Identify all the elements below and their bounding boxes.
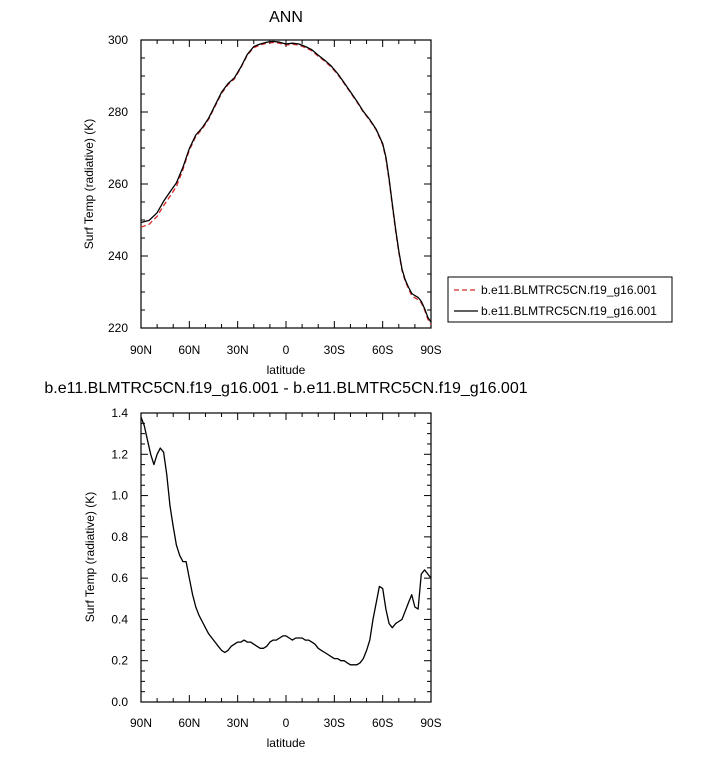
legend-label-series-2: b.e11.BLMTRC5CN.f19_g16.001 xyxy=(481,304,657,318)
top-panel-x-label: latitude xyxy=(267,363,306,377)
plot-frame xyxy=(140,412,432,703)
y-tick-label: 1.0 xyxy=(111,489,128,503)
x-tick-label: 0 xyxy=(283,716,290,730)
bottom-panel: b.e11.BLMTRC5CN.f19_g16.001 - b.e11.BLMT… xyxy=(44,380,527,750)
y-tick-label: 240 xyxy=(108,249,128,263)
top-panel-title: ANN xyxy=(269,9,303,26)
bottom-panel-y-label: Surf Temp (radiative) (K) xyxy=(83,492,97,622)
top-panel-y-label: Surf Temp (radiative) (K) xyxy=(82,119,96,249)
x-tick-label: 30N xyxy=(227,343,249,357)
y-tick-label: 220 xyxy=(108,321,128,335)
y-tick-label: 260 xyxy=(108,177,128,191)
x-tick-label: 90N xyxy=(130,716,152,730)
series-line-1 xyxy=(140,416,432,666)
x-tick-label: 30N xyxy=(227,716,249,730)
y-tick-label: 0.4 xyxy=(111,612,128,626)
x-tick-label: 60N xyxy=(178,343,200,357)
y-tick-label: 1.2 xyxy=(111,447,128,461)
x-tick-label: 90S xyxy=(420,343,441,357)
y-tick-label: 0.8 xyxy=(111,530,128,544)
y-tick-label: 0.2 xyxy=(111,654,128,668)
bottom-panel-x-label: latitude xyxy=(267,736,306,750)
series-line-1 xyxy=(140,41,432,325)
x-tick-label: 60N xyxy=(178,716,200,730)
y-tick-label: 0.0 xyxy=(111,695,128,709)
x-tick-label: 30S xyxy=(324,716,345,730)
y-tick-label: 280 xyxy=(108,105,128,119)
y-tick-label: 300 xyxy=(108,33,128,47)
series-line-2 xyxy=(140,40,432,323)
legend-box xyxy=(447,276,673,323)
x-tick-label: 30S xyxy=(324,343,345,357)
y-tick-label: 1.4 xyxy=(111,406,128,420)
legend-label-series-1: b.e11.BLMTRC5CN.f19_g16.001 xyxy=(481,283,657,297)
x-tick-label: 90S xyxy=(420,716,441,730)
x-tick-label: 60S xyxy=(372,716,393,730)
y-tick-label: 0.6 xyxy=(111,571,128,585)
top-panel: ANN latitude Surf Temp (radiative) (K) 9… xyxy=(82,9,442,377)
plot-frame xyxy=(140,39,432,329)
x-tick-label: 0 xyxy=(283,343,290,357)
x-tick-label: 60S xyxy=(372,343,393,357)
top-panel-legend: b.e11.BLMTRC5CN.f19_g16.001 b.e11.BLMTRC… xyxy=(447,276,673,323)
x-tick-label: 90N xyxy=(130,343,152,357)
bottom-panel-title: b.e11.BLMTRC5CN.f19_g16.001 - b.e11.BLMT… xyxy=(44,380,527,397)
